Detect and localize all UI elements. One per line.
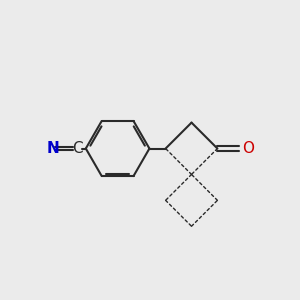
Text: C: C [72, 141, 82, 156]
Text: O: O [242, 141, 254, 156]
Text: N: N [46, 141, 59, 156]
